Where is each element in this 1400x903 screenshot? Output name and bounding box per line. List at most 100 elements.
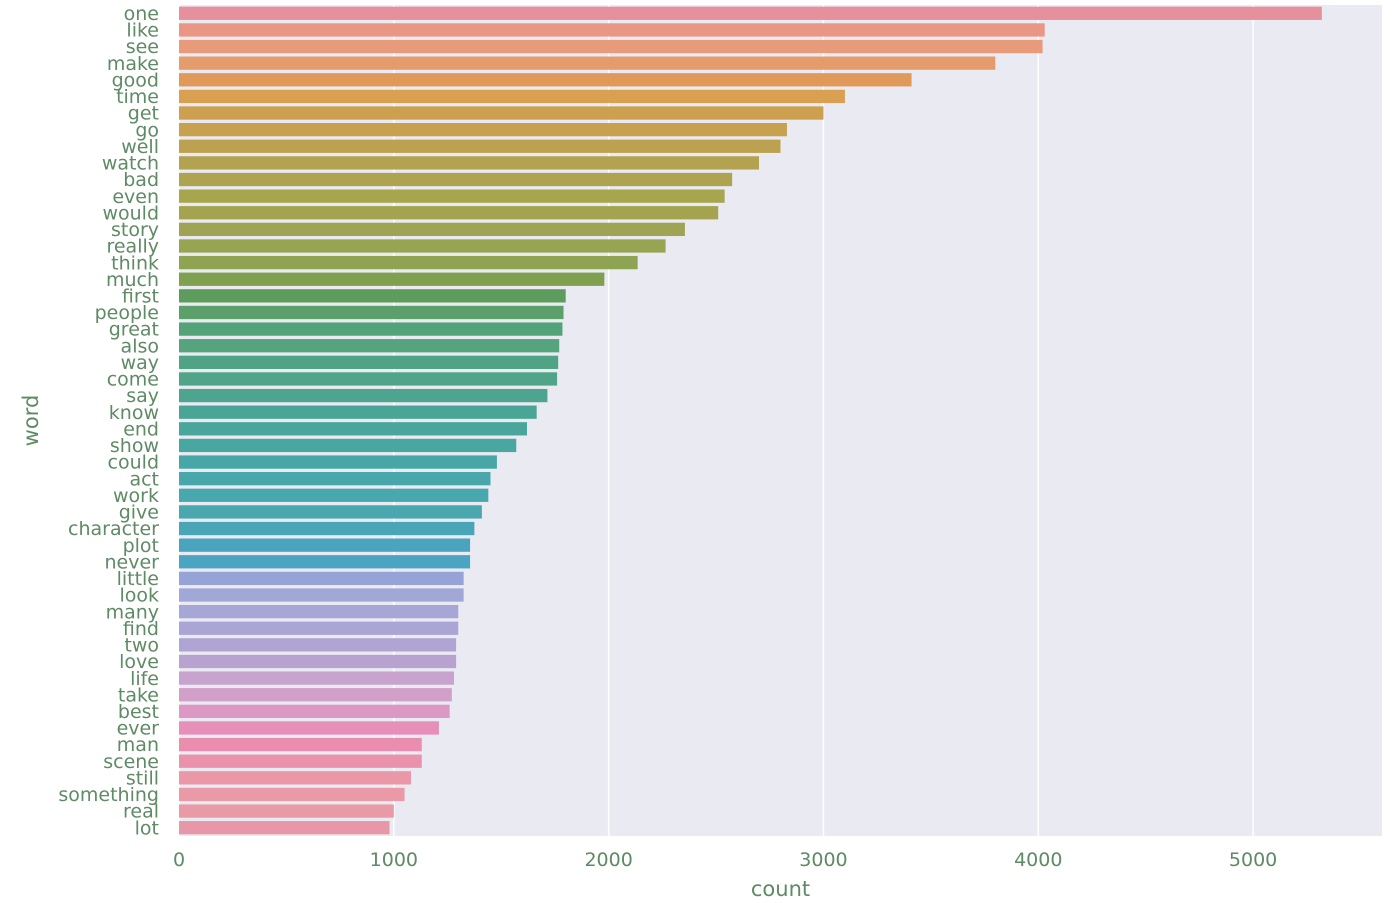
bar-good xyxy=(179,73,912,87)
y-tick-label: never xyxy=(105,551,160,573)
bar-something xyxy=(179,787,405,802)
bar-lot xyxy=(179,821,390,835)
bar-watch xyxy=(179,156,760,170)
bar-come xyxy=(179,372,558,386)
y-tick-label: good xyxy=(112,69,159,91)
y-tick-label: lot xyxy=(135,817,159,839)
y-tick-label: plot xyxy=(123,535,159,557)
y-tick-label: end xyxy=(123,418,159,440)
bars xyxy=(179,6,1322,835)
bar-first xyxy=(179,289,566,303)
bar-like xyxy=(179,23,1045,37)
y-tick-label: two xyxy=(124,635,159,657)
bar-real xyxy=(179,804,394,818)
bar-way xyxy=(179,355,559,369)
y-tick-label: show xyxy=(110,435,159,457)
y-tick-label: best xyxy=(118,701,159,723)
y-tick-label: time xyxy=(116,86,159,108)
bar-get xyxy=(179,106,824,120)
y-tick-label: get xyxy=(128,103,159,125)
y-tick-labels: onelikeseemakegoodtimegetgowellwatchbade… xyxy=(58,3,159,839)
y-tick-label: look xyxy=(119,585,159,607)
y-tick-label: act xyxy=(129,468,159,490)
y-tick-label: really xyxy=(106,236,159,258)
bar-story xyxy=(179,222,685,237)
y-tick-label: take xyxy=(118,684,159,706)
y-axis-label: word xyxy=(19,395,43,447)
y-tick-label: something xyxy=(58,784,159,806)
bar-ever xyxy=(179,721,439,735)
y-tick-label: find xyxy=(123,618,159,640)
y-tick-label: man xyxy=(117,734,159,756)
bar-character xyxy=(179,521,475,536)
y-tick-label: many xyxy=(106,601,159,623)
y-tick-label: much xyxy=(106,269,159,291)
bar-work xyxy=(179,488,489,502)
bar-many xyxy=(179,604,459,619)
bar-really xyxy=(179,239,666,253)
bar-people xyxy=(179,305,564,320)
y-tick-label: scene xyxy=(103,751,159,773)
bar-take xyxy=(179,688,452,702)
y-tick-label: way xyxy=(121,352,159,374)
y-tick-label: still xyxy=(126,767,159,789)
y-tick-label: make xyxy=(107,53,159,75)
y-tick-label: see xyxy=(126,36,159,58)
y-tick-label: real xyxy=(123,801,159,823)
y-tick-label: first xyxy=(122,286,159,308)
x-tick-label: 3000 xyxy=(799,849,847,871)
bar-bad xyxy=(179,172,733,187)
bar-life xyxy=(179,671,454,685)
y-tick-label: life xyxy=(130,668,159,690)
bar-plot xyxy=(179,538,471,552)
bar-one xyxy=(179,6,1322,20)
y-tick-label: people xyxy=(95,302,159,324)
y-tick-label: also xyxy=(121,335,159,357)
bar-man xyxy=(179,737,422,752)
bar-little xyxy=(179,571,464,586)
y-tick-label: well xyxy=(121,136,159,158)
x-tick-label: 4000 xyxy=(1014,849,1062,871)
bar-never xyxy=(179,555,471,569)
bar-end xyxy=(179,422,528,436)
y-tick-label: like xyxy=(126,20,159,42)
y-tick-label: great xyxy=(109,319,159,341)
y-tick-label: work xyxy=(113,485,159,507)
bar-also xyxy=(179,339,560,353)
y-tick-label: give xyxy=(119,502,159,524)
bar-find xyxy=(179,621,459,635)
bar-know xyxy=(179,405,537,419)
y-tick-label: think xyxy=(111,252,159,274)
y-tick-label: say xyxy=(126,385,159,407)
y-tick-label: story xyxy=(111,219,159,241)
bar-much xyxy=(179,272,605,286)
y-tick-label: character xyxy=(68,518,159,540)
bar-two xyxy=(179,638,457,652)
bar-see xyxy=(179,39,1043,54)
bar-even xyxy=(179,189,725,203)
bar-make xyxy=(179,56,996,70)
bar-give xyxy=(179,505,482,519)
bar-time xyxy=(179,89,845,104)
y-tick-label: little xyxy=(117,568,159,590)
x-axis-label: count xyxy=(751,877,810,901)
bar-show xyxy=(179,438,517,453)
x-tick-label: 0 xyxy=(173,849,185,871)
x-tick-labels: 0 1000 2000 3000 4000 5000 xyxy=(173,849,1277,871)
bar-best xyxy=(179,704,450,718)
y-tick-label: one xyxy=(124,3,159,25)
bar-could xyxy=(179,455,497,469)
y-tick-label: bad xyxy=(123,169,159,191)
bar-think xyxy=(179,255,638,270)
y-tick-label: could xyxy=(108,452,159,474)
bar-great xyxy=(179,322,563,336)
y-tick-label: even xyxy=(112,186,159,208)
x-tick-label: 1000 xyxy=(370,849,418,871)
bar-scene xyxy=(179,754,422,768)
bar-still xyxy=(179,771,412,785)
y-tick-label: watch xyxy=(102,153,159,175)
y-tick-label: come xyxy=(107,369,159,391)
y-tick-label: love xyxy=(119,651,159,673)
bar-love xyxy=(179,654,457,669)
